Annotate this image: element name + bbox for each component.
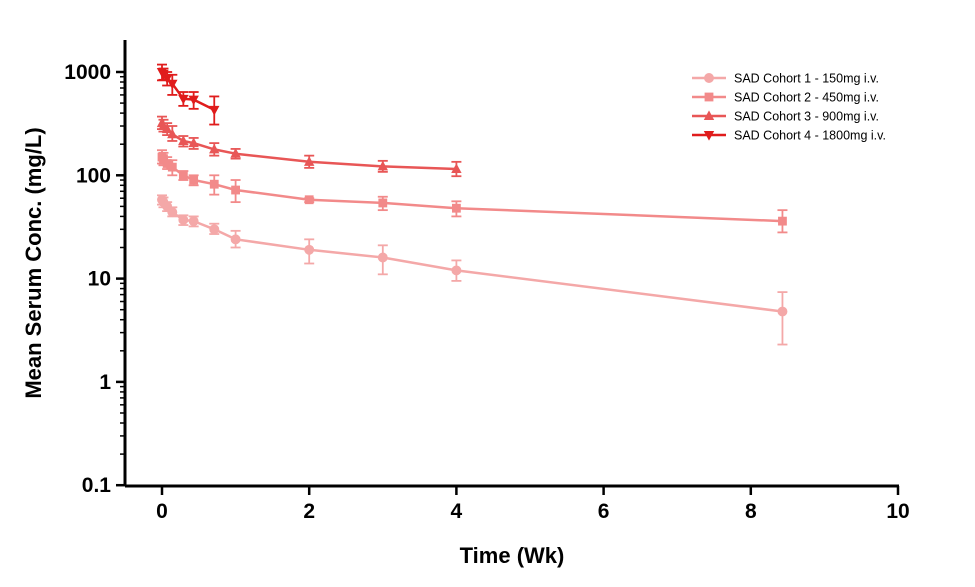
data-point: [189, 175, 199, 185]
data-point: [377, 160, 388, 171]
legend-label: SAD Cohort 3 - 900mg i.v.: [734, 110, 879, 124]
data-point: [452, 203, 461, 213]
legend-entry-2: SAD Cohort 2 - 450mg i.v.: [692, 91, 879, 105]
x-tick-label: 6: [598, 500, 610, 523]
data-point: [209, 179, 219, 189]
y-tick-label: 1: [99, 371, 111, 394]
data-point: [159, 154, 168, 164]
series-3: [156, 115, 462, 178]
data-point: [167, 79, 178, 90]
data-point: [161, 123, 173, 134]
data-point: [178, 214, 189, 225]
y-tick-label: 0.1: [82, 474, 112, 497]
legend-label: SAD Cohort 2 - 450mg i.v.: [734, 91, 879, 105]
legend-label: SAD Cohort 1 - 150mg i.v.: [734, 72, 879, 86]
data-point: [304, 244, 315, 255]
series-2: [157, 149, 788, 234]
legend-swatch-marker: [703, 110, 715, 120]
data-point: [451, 265, 462, 276]
data-point: [178, 170, 188, 180]
data-point: [304, 195, 314, 205]
data-point: [209, 143, 220, 154]
series-4: [156, 63, 220, 126]
data-point: [178, 94, 189, 105]
data-point: [167, 128, 178, 139]
data-point: [188, 95, 199, 106]
x-tick-label: 8: [745, 500, 757, 523]
series-layer: [156, 63, 788, 346]
x-tick-label: 4: [451, 500, 463, 523]
data-point: [777, 306, 788, 317]
x-tick-label: 0: [156, 500, 168, 523]
data-point: [231, 185, 240, 195]
data-point: [209, 105, 220, 116]
legend-swatch-marker: [704, 92, 714, 102]
data-point: [209, 224, 220, 235]
legend-swatch-marker: [704, 73, 714, 83]
data-point: [378, 198, 388, 208]
data-point: [377, 252, 388, 263]
legend-entry-4: SAD Cohort 4 - 1800mg i.v.: [692, 129, 886, 143]
x-axis-title: Time (Wk): [460, 543, 565, 568]
series-1: [157, 194, 788, 346]
series-line: [161, 156, 783, 223]
data-point: [162, 159, 172, 168]
axes: 0.1 1 10 100 1000 0 2 4 6 8 10 Time (Wk) Mean Serum …: [21, 40, 910, 568]
legend-entry-3: SAD Cohort 3 - 900mg i.v.: [692, 110, 879, 124]
data-point: [161, 74, 173, 84]
data-point: [188, 216, 199, 227]
y-tick-label: 10: [88, 268, 111, 291]
data-point: [167, 207, 178, 218]
x-tick-label: 2: [303, 500, 315, 523]
legend: SAD Cohort 1 - 150mg i.v. SAD Cohort 2 - …: [692, 72, 886, 143]
data-point: [230, 148, 241, 158]
y-tick-label: 100: [76, 164, 111, 187]
x-tick-label: 10: [886, 500, 909, 523]
y-tick-label: 1000: [64, 61, 111, 84]
legend-swatch-marker: [703, 131, 715, 141]
data-point: [230, 234, 241, 245]
legend-entry-1: SAD Cohort 1 - 150mg i.v.: [692, 72, 879, 86]
data-point: [778, 216, 787, 226]
data-point: [451, 163, 462, 174]
y-axis-title: Mean Serum Conc. (mg/L): [21, 127, 46, 398]
data-point: [178, 135, 189, 145]
data-point: [167, 162, 177, 172]
legend-label: SAD Cohort 4 - 1800mg i.v.: [734, 129, 886, 143]
data-point: [304, 156, 315, 166]
data-point: [188, 137, 199, 148]
